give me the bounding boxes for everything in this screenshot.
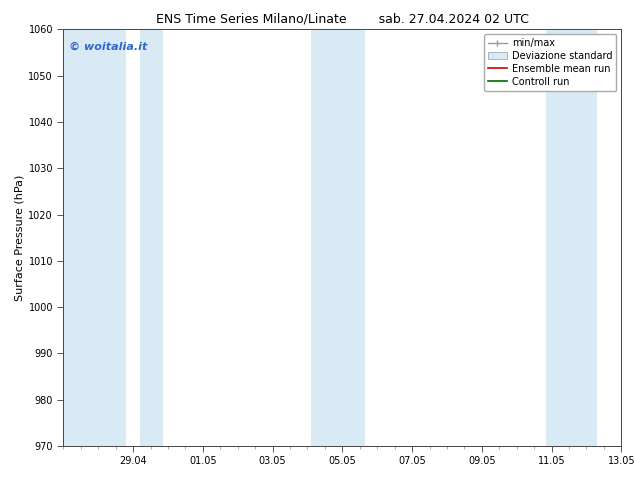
Text: © woitalia.it: © woitalia.it <box>69 42 147 52</box>
Bar <box>547 29 597 446</box>
Y-axis label: Surface Pressure (hPa): Surface Pressure (hPa) <box>14 174 24 301</box>
Bar <box>140 29 163 446</box>
Bar <box>311 29 365 446</box>
Legend: min/max, Deviazione standard, Ensemble mean run, Controll run: min/max, Deviazione standard, Ensemble m… <box>484 34 616 91</box>
Bar <box>63 29 126 446</box>
Title: ENS Time Series Milano/Linate        sab. 27.04.2024 02 UTC: ENS Time Series Milano/Linate sab. 27.04… <box>156 12 529 25</box>
